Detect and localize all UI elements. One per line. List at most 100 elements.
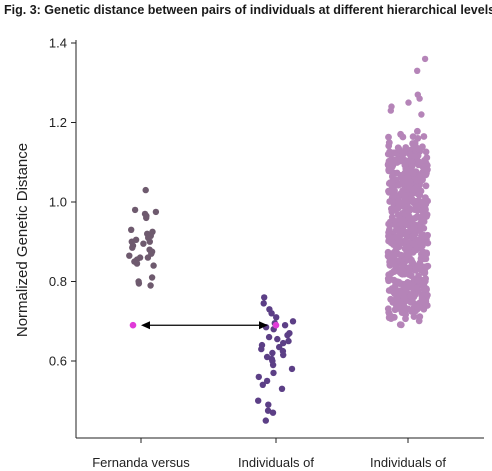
data-point bbox=[423, 211, 431, 219]
axis-layer: 0.6 0.8 1.0 1.2 1.4 Fernanda versus Individual… bbox=[14, 36, 484, 470]
data-point bbox=[280, 339, 287, 347]
annotation-layer bbox=[129, 321, 280, 330]
arrowhead-left bbox=[141, 321, 150, 330]
data-point bbox=[268, 310, 275, 317]
data-point bbox=[404, 252, 412, 259]
data-point bbox=[423, 249, 430, 257]
data-point bbox=[142, 186, 149, 194]
data-point bbox=[269, 409, 277, 416]
data-point bbox=[408, 162, 416, 170]
data-point bbox=[418, 198, 426, 206]
data-point bbox=[391, 252, 398, 260]
data-point bbox=[126, 252, 133, 259]
arrowhead-right bbox=[259, 321, 268, 330]
data-point bbox=[405, 264, 413, 271]
data-point bbox=[269, 349, 276, 357]
data-point bbox=[262, 417, 269, 424]
data-point bbox=[408, 196, 416, 203]
data-point bbox=[391, 284, 399, 291]
data-point bbox=[412, 284, 420, 292]
data-point bbox=[261, 294, 268, 301]
data-point bbox=[414, 127, 421, 135]
data-point bbox=[385, 142, 393, 150]
data-point bbox=[415, 188, 422, 195]
data-point bbox=[423, 154, 431, 162]
figure-title: Fig. 3: Genetic distance between pairs o… bbox=[4, 3, 492, 17]
data-point bbox=[385, 133, 392, 141]
data-point bbox=[422, 148, 430, 156]
data-point bbox=[128, 226, 135, 233]
data-point bbox=[409, 259, 417, 266]
data-point bbox=[416, 227, 424, 235]
data-point bbox=[289, 318, 297, 325]
data-point bbox=[384, 305, 392, 313]
data-point bbox=[285, 337, 292, 345]
data-point bbox=[265, 401, 272, 408]
data-point bbox=[396, 321, 404, 328]
data-point bbox=[422, 263, 429, 271]
data-point bbox=[397, 251, 405, 259]
data-point bbox=[146, 238, 153, 245]
data-point bbox=[392, 157, 400, 165]
y-tick-label: 1.2 bbox=[49, 115, 67, 130]
data-point bbox=[424, 239, 432, 247]
data-point bbox=[409, 298, 416, 305]
data-point bbox=[424, 291, 431, 299]
data-point bbox=[147, 282, 154, 289]
data-point bbox=[265, 333, 273, 341]
data-point bbox=[398, 309, 406, 316]
data-point bbox=[270, 369, 277, 377]
data-point bbox=[135, 280, 143, 287]
data-point bbox=[140, 240, 147, 247]
data-point bbox=[411, 231, 419, 239]
y-tick-label: 0.6 bbox=[49, 354, 67, 369]
data-point bbox=[255, 373, 262, 381]
data-point bbox=[387, 257, 395, 264]
data-point bbox=[421, 269, 429, 277]
data-point bbox=[395, 145, 403, 153]
data-point bbox=[389, 172, 396, 179]
data-point bbox=[405, 157, 413, 165]
data-point bbox=[408, 307, 415, 315]
data-point bbox=[263, 377, 271, 385]
data-point bbox=[385, 314, 393, 322]
data-point bbox=[395, 278, 403, 286]
data-point bbox=[284, 332, 291, 339]
data-point bbox=[269, 361, 277, 369]
data-point bbox=[399, 187, 407, 195]
data-point bbox=[410, 313, 418, 320]
data-point bbox=[255, 397, 262, 404]
data-point bbox=[412, 246, 420, 254]
data-point bbox=[385, 166, 393, 174]
data-point bbox=[129, 244, 136, 251]
data-point bbox=[397, 270, 405, 277]
data-point bbox=[413, 177, 421, 185]
data-point bbox=[395, 181, 402, 189]
points-layer bbox=[126, 55, 432, 424]
data-point bbox=[281, 322, 289, 329]
data-point bbox=[415, 145, 422, 153]
data-point bbox=[421, 55, 429, 63]
data-point bbox=[391, 221, 399, 229]
data-point bbox=[416, 95, 423, 102]
data-point bbox=[422, 182, 430, 190]
data-point bbox=[274, 335, 281, 343]
data-point bbox=[415, 158, 423, 166]
data-point bbox=[419, 242, 426, 250]
data-point bbox=[418, 295, 426, 302]
data-point bbox=[420, 133, 428, 140]
data-point bbox=[422, 275, 429, 283]
data-point bbox=[148, 274, 156, 281]
data-point bbox=[133, 260, 141, 267]
data-point bbox=[414, 277, 422, 284]
data-point bbox=[264, 407, 272, 414]
data-point bbox=[389, 178, 396, 186]
data-point bbox=[384, 150, 392, 158]
data-point bbox=[143, 214, 150, 222]
data-point bbox=[405, 207, 413, 215]
data-point bbox=[278, 385, 286, 392]
data-point bbox=[418, 111, 425, 118]
data-point bbox=[395, 288, 403, 296]
data-point bbox=[259, 381, 266, 388]
y-axis-label: Normalized Genetic Distance bbox=[14, 143, 31, 337]
